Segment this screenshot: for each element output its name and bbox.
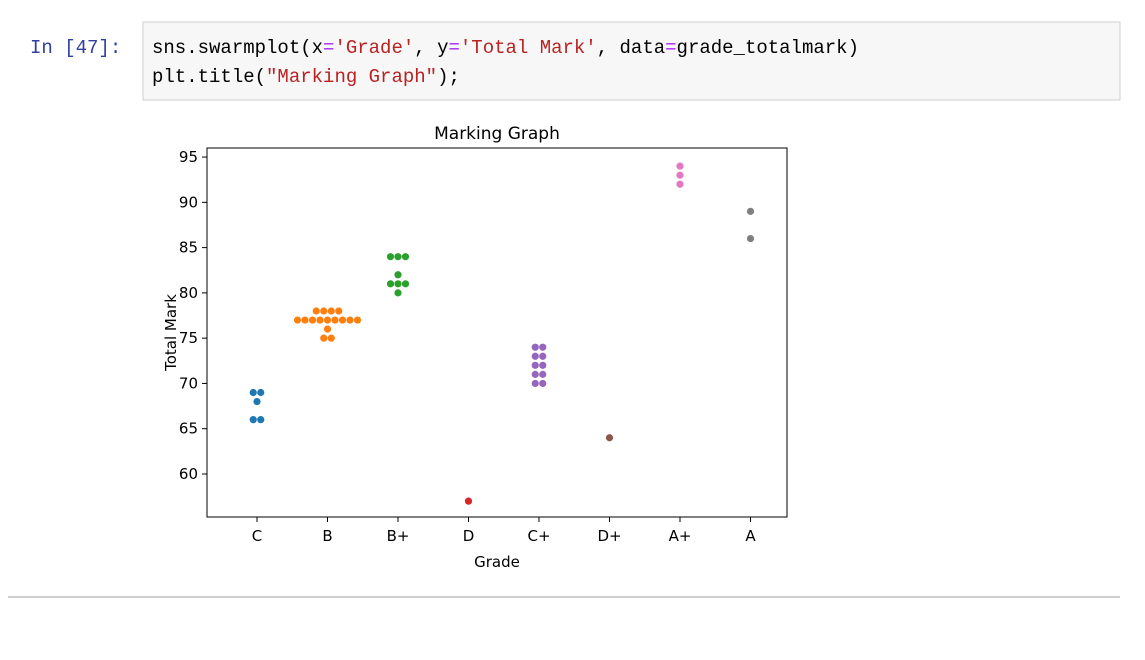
swarm-point (531, 343, 539, 351)
chart-title: Marking Graph (434, 124, 560, 144)
swarm-point (394, 280, 402, 288)
plot-frame (206, 147, 788, 518)
code-token: sns.swarmplot(x (152, 37, 323, 59)
code-line: plt.title("Marking Graph"); (152, 66, 460, 88)
swarm-point (531, 379, 539, 388)
swarm-point (338, 316, 347, 324)
y-tick-label: 65 (179, 420, 198, 438)
swarm-point (257, 416, 265, 424)
x-tick-label: A+ (669, 527, 692, 545)
swarm-point (464, 497, 473, 505)
swarm-point (531, 361, 539, 369)
x-axis-label: Grade (474, 553, 520, 571)
y-tick-label: 70 (179, 374, 198, 392)
x-tick-label: D (463, 527, 475, 545)
swarm-point (253, 397, 261, 406)
swarm-point (386, 253, 395, 261)
swarm-point (531, 352, 539, 360)
swarm-point (394, 271, 402, 279)
code-token: ); (437, 66, 460, 88)
swarm-point (539, 352, 547, 360)
code-token: "Marking Graph" (266, 66, 437, 88)
swarm-point (249, 388, 257, 397)
swarm-point (327, 307, 335, 315)
swarm-point (320, 307, 328, 315)
swarm-point (401, 253, 410, 261)
swarm-point (531, 370, 539, 378)
swarm-point (401, 280, 410, 288)
swarm-point (539, 370, 547, 378)
y-tick-label: 60 (179, 465, 198, 483)
y-tick-label: 90 (179, 193, 198, 211)
swarm-point (249, 416, 257, 424)
code-token: = (323, 37, 334, 59)
swarm-point (312, 307, 320, 315)
x-tick-label: C (252, 527, 262, 545)
cell-prompt: In [47]: (30, 37, 121, 59)
y-tick-label: 80 (179, 284, 198, 302)
code-token: = (665, 37, 676, 59)
swarm-point (676, 180, 684, 188)
swarm-point (327, 334, 335, 342)
code-token: , data (597, 37, 665, 59)
x-tick-label: A (745, 527, 756, 545)
code-token: 'Grade' (334, 37, 414, 59)
swarm-point (539, 343, 547, 351)
swarm-point (316, 316, 324, 324)
x-tick-label: D+ (597, 527, 621, 545)
swarm-point (539, 379, 547, 388)
swarm-point (335, 307, 343, 315)
y-tick-label: 95 (179, 148, 198, 166)
code-line: sns.swarmplot(x='Grade', y='Total Mark',… (152, 37, 859, 59)
x-tick-label: C+ (527, 527, 550, 545)
code-token: plt.title( (152, 66, 266, 88)
x-tick-label: B (322, 527, 332, 545)
code-token: , y (414, 37, 448, 59)
swarm-point (605, 434, 614, 442)
swarm-point (746, 207, 755, 215)
y-tick-label: 85 (179, 239, 198, 257)
code-cell[interactable] (142, 21, 1121, 101)
y-tick-label: 75 (179, 329, 198, 347)
swarm-point (331, 316, 339, 324)
swarm-point (346, 316, 354, 324)
chart: Marking Graph Grade Total Mark 60 65 70 75 80 85… (162, 124, 788, 571)
swarm-point (301, 316, 309, 324)
swarm-point (323, 316, 332, 324)
code-token: 'Total Mark' (460, 37, 597, 59)
swarm-point (293, 316, 302, 324)
code-token: = (448, 37, 459, 59)
x-tick-label: B+ (387, 527, 410, 545)
swarm-point (676, 171, 684, 179)
code-token: grade_totalmark) (677, 37, 859, 59)
swarm-point (394, 289, 402, 297)
swarm-point (323, 325, 332, 333)
swarm-point (746, 234, 755, 243)
y-axis-label: Total Mark (162, 294, 180, 372)
swarm-point (386, 280, 395, 288)
swarm-point (320, 334, 328, 342)
swarm-point (676, 162, 684, 170)
swarm-point (539, 361, 547, 369)
swarm-point (394, 253, 402, 261)
swarm-point (353, 316, 362, 324)
swarm-point (257, 388, 265, 397)
swarm-point (308, 316, 317, 324)
